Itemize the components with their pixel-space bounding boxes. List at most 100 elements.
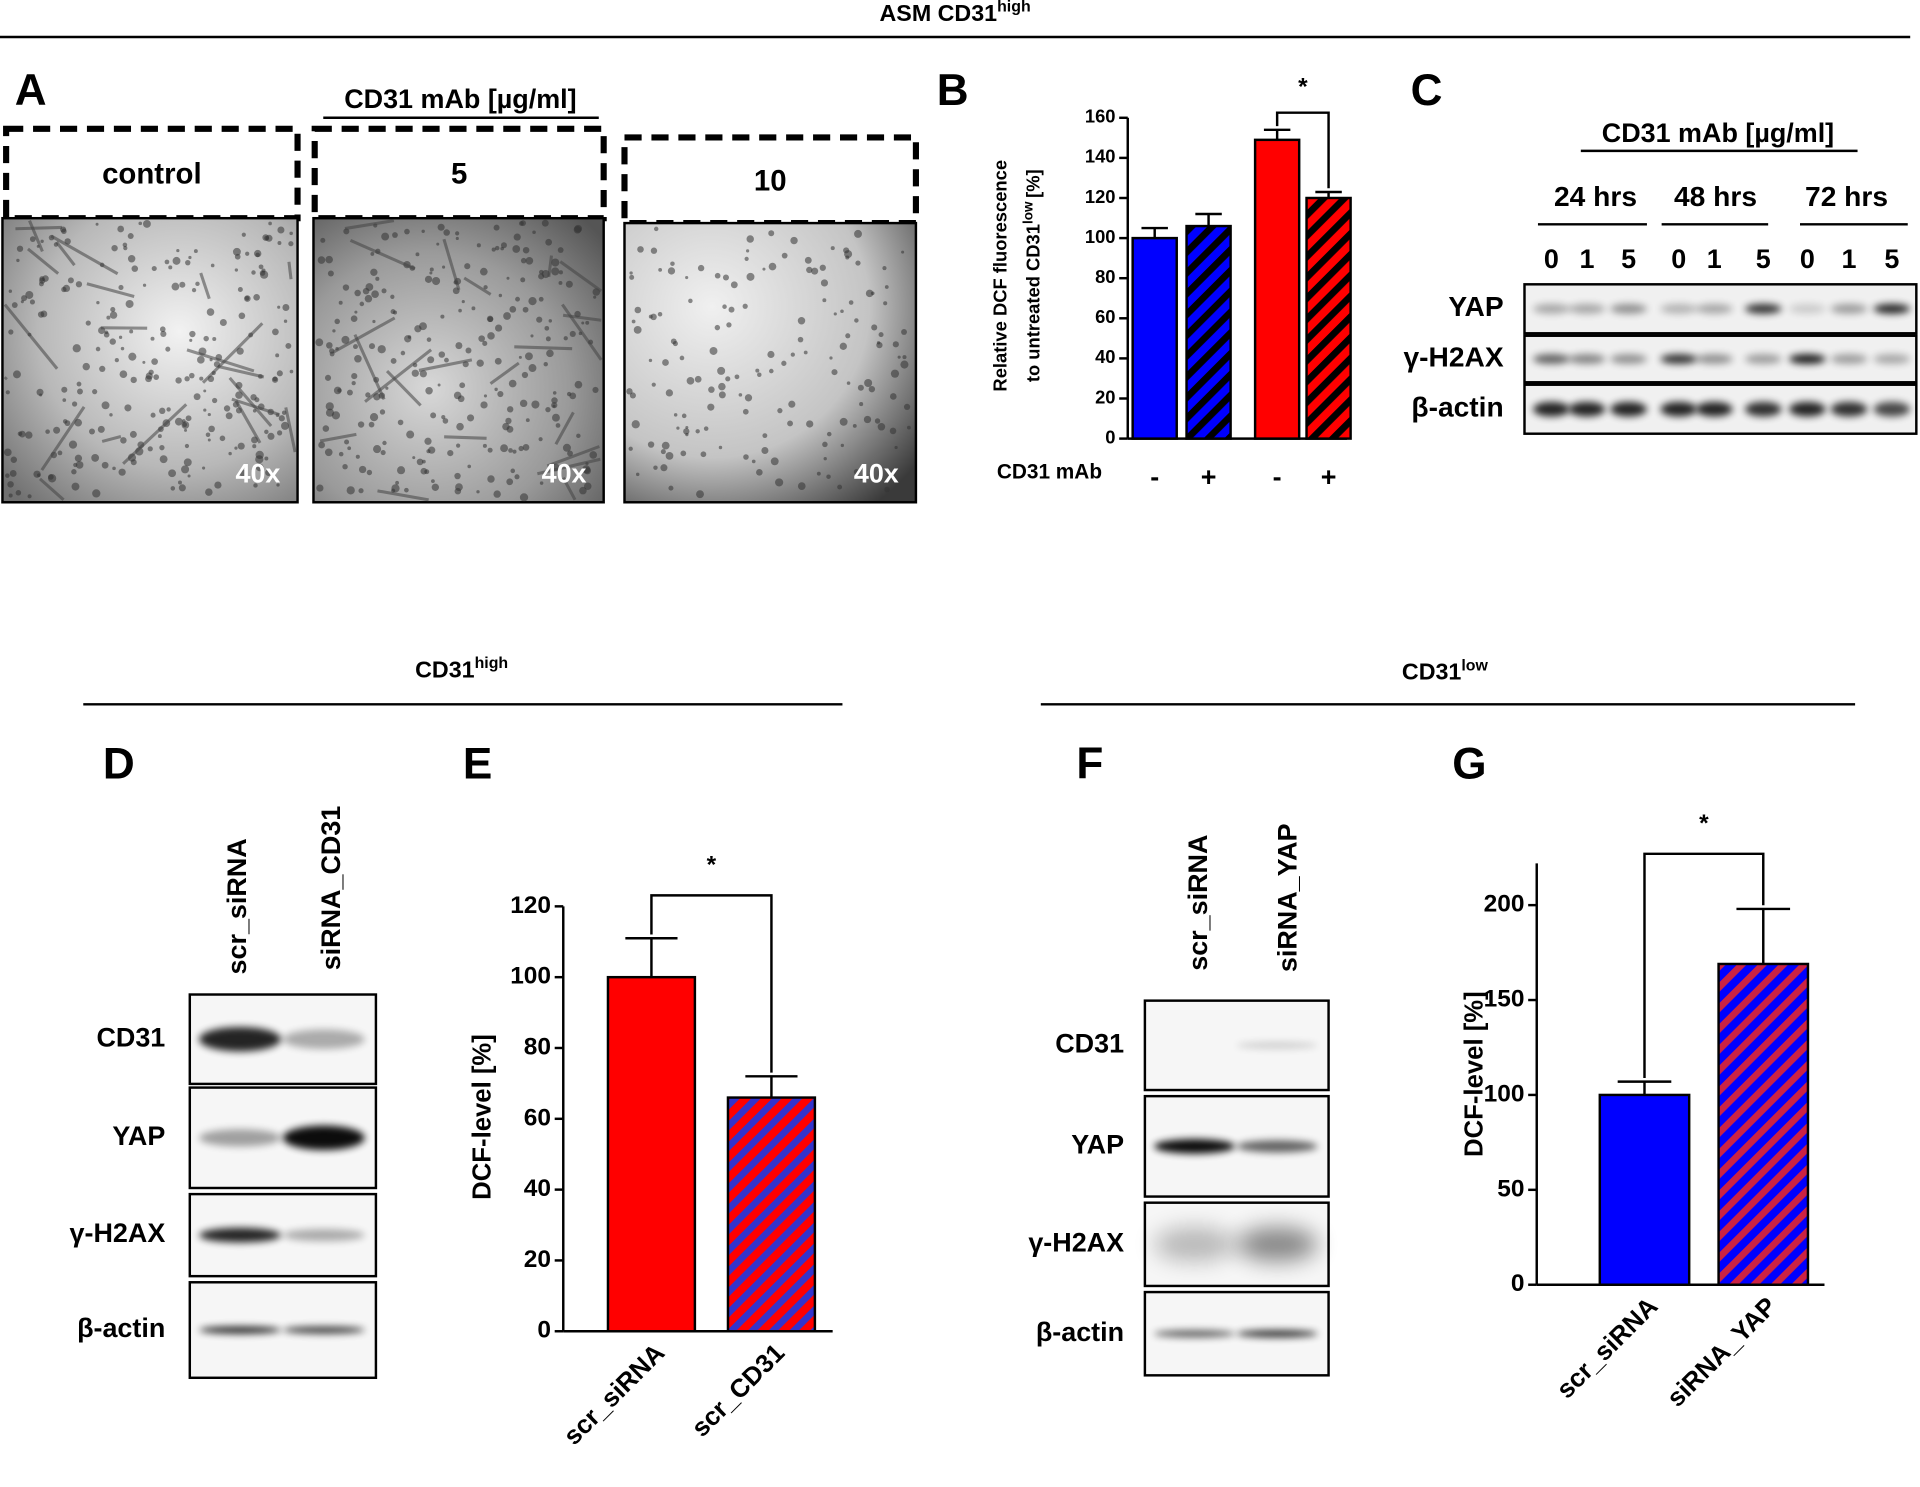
cell <box>461 300 465 304</box>
cell <box>871 324 878 331</box>
cell <box>332 329 336 333</box>
cell <box>525 418 530 423</box>
figure-title: ASM CD31high <box>880 0 1031 26</box>
panel-label: D <box>103 739 135 788</box>
cell <box>122 242 128 248</box>
panel-label: F <box>1076 739 1103 788</box>
bar <box>606 975 697 1333</box>
cell <box>427 356 435 364</box>
cell <box>168 469 177 478</box>
cell <box>822 298 827 303</box>
blot-label: β-actin <box>77 1313 165 1343</box>
cell <box>709 347 718 355</box>
cell <box>518 355 522 359</box>
x-tick-label: + <box>1321 462 1337 492</box>
cell <box>495 324 503 332</box>
cell <box>351 380 356 386</box>
cell <box>382 440 387 446</box>
cell <box>545 336 551 342</box>
cell <box>151 358 158 365</box>
cell <box>109 311 118 319</box>
cell <box>830 246 835 251</box>
cell <box>703 426 709 431</box>
cell <box>584 482 592 490</box>
cell <box>790 352 795 357</box>
cell <box>179 281 186 288</box>
cell <box>629 271 633 275</box>
cell <box>357 421 365 428</box>
cell <box>544 325 550 331</box>
band <box>1660 354 1698 364</box>
cell <box>806 420 814 428</box>
cell <box>395 480 399 485</box>
y-tick-label: 120 <box>510 892 551 919</box>
cell <box>476 490 480 494</box>
x-tick-label: - <box>1150 462 1159 492</box>
cell <box>447 449 454 457</box>
cell <box>392 310 398 315</box>
cell <box>234 268 239 272</box>
cell <box>522 444 530 451</box>
cell <box>288 241 294 247</box>
cell <box>746 249 750 253</box>
tube <box>353 333 386 400</box>
cell <box>212 337 217 342</box>
cell <box>127 233 134 240</box>
y-axis-label-text: to untreated CD31 <box>1023 224 1044 382</box>
cell <box>406 430 415 439</box>
cell <box>16 245 24 252</box>
cell <box>397 419 404 426</box>
cell <box>843 247 850 254</box>
cell <box>206 308 215 316</box>
cell <box>797 482 806 490</box>
cell <box>700 451 707 458</box>
cell <box>683 428 690 435</box>
cell <box>458 308 462 313</box>
cell <box>431 483 440 491</box>
cell <box>552 391 557 395</box>
cell <box>476 359 484 367</box>
timepoint: 72 hrs <box>1805 181 1888 212</box>
y-tick-label: 60 <box>524 1104 551 1131</box>
cell <box>781 360 787 366</box>
cell <box>159 407 166 415</box>
cell <box>254 397 260 403</box>
cell <box>424 275 433 283</box>
cell <box>342 284 350 291</box>
x-tick-label: scr_siRNA <box>559 1339 671 1451</box>
cell <box>71 482 80 491</box>
cell <box>318 441 326 449</box>
cell <box>634 306 642 314</box>
cell <box>150 412 156 418</box>
cell <box>552 404 556 408</box>
cell <box>165 346 171 352</box>
cell <box>589 451 598 459</box>
cell <box>344 439 350 445</box>
cell <box>429 271 433 275</box>
blot-label: β-actin <box>1411 392 1503 423</box>
cell <box>546 349 554 358</box>
cell <box>541 219 549 227</box>
cell <box>728 306 735 313</box>
cell <box>372 319 376 324</box>
cell <box>264 456 269 461</box>
cell <box>743 454 749 460</box>
cell <box>464 263 471 270</box>
tube <box>514 345 573 351</box>
band <box>1788 303 1826 314</box>
tube <box>15 225 63 231</box>
cell <box>189 372 195 379</box>
section-title: CD31high <box>415 655 508 682</box>
cell <box>327 270 334 277</box>
cell <box>626 388 633 395</box>
cell <box>61 386 68 393</box>
dose: 1 <box>1707 244 1722 274</box>
cell <box>130 376 137 384</box>
cell <box>708 386 715 393</box>
cell <box>268 221 272 226</box>
cell <box>17 431 23 437</box>
cell <box>508 379 517 388</box>
cell <box>168 265 173 270</box>
significance-label: * <box>707 851 717 878</box>
cell <box>89 428 95 435</box>
